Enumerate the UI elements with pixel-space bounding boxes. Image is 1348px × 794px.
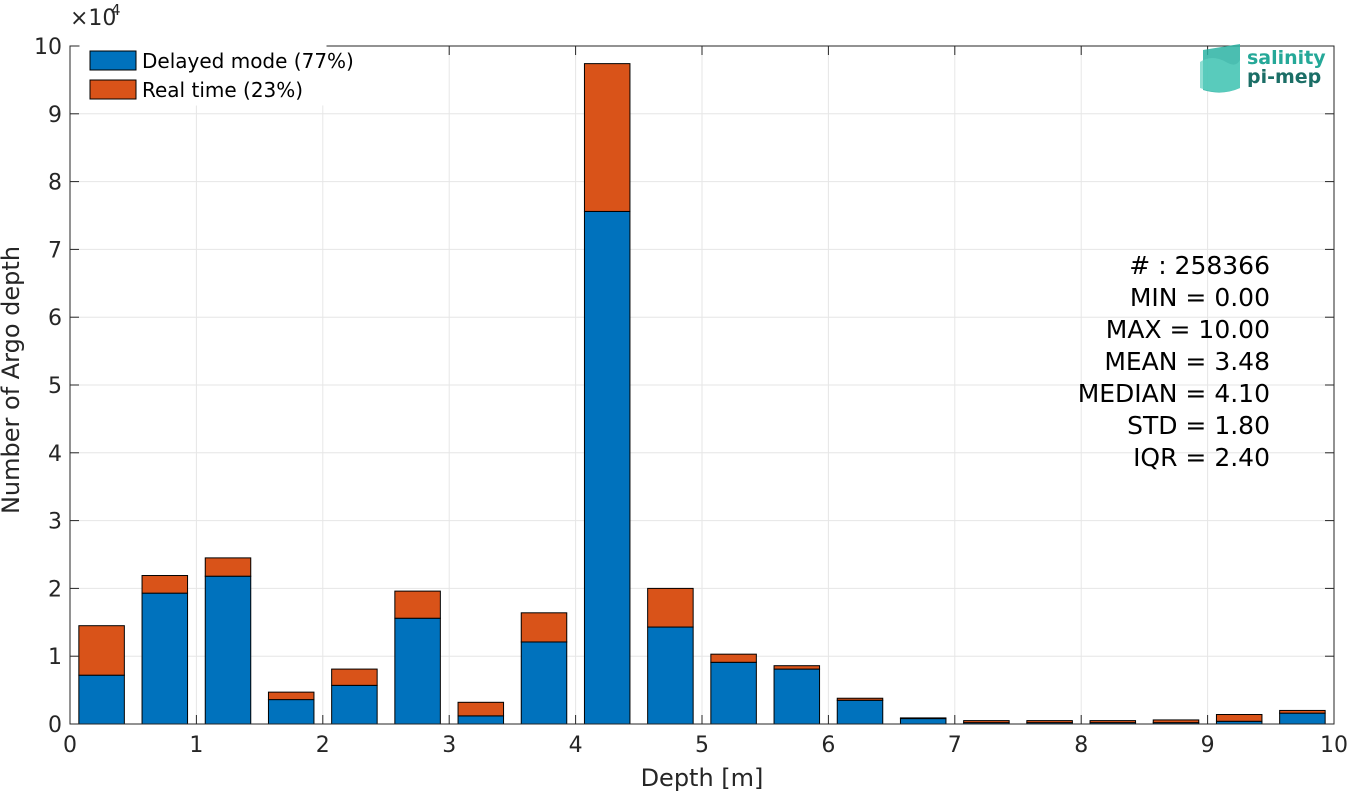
- x-tick-label: 8: [1074, 733, 1088, 758]
- bar-real-time: [1089, 720, 1137, 724]
- bar-delayed-mode: [583, 210, 631, 725]
- bar-real-time: [710, 653, 757, 663]
- x-axis-label: Depth [m]: [641, 764, 764, 792]
- bar-delayed-mode: [78, 674, 125, 725]
- bar-delayed-mode: [394, 617, 441, 725]
- bar-real-time: [773, 665, 821, 670]
- wave-logo-icon-inner: [1200, 58, 1240, 92]
- bar-real-time: [457, 701, 505, 717]
- x-tick-label: 5: [695, 733, 709, 758]
- stat-line: MIN = 0.00: [1130, 283, 1270, 312]
- y-tick-label: 1: [48, 645, 62, 670]
- logo-text-salinity: salinity: [1247, 47, 1326, 69]
- logo-text-pi-mep: pi-mep: [1247, 66, 1321, 88]
- statistics-box: # : 258366 MIN = 0.00 MAX = 10.00 MEAN = 3.…: [1078, 251, 1270, 472]
- bar-delayed-mode: [836, 699, 884, 725]
- bar-real-time: [331, 668, 378, 686]
- bar-real-time: [1026, 720, 1073, 724]
- bar-delayed-mode: [773, 668, 821, 725]
- y-tick-label: 6: [48, 306, 62, 331]
- stat-line: MAX = 10.00: [1106, 315, 1270, 344]
- salinity-pi-mep-logo: salinity pi-mep: [1200, 44, 1326, 93]
- y-exponent-base: ×10: [70, 6, 116, 31]
- bar-real-time: [204, 557, 252, 577]
- bar-real-time: [267, 691, 315, 701]
- legend-swatch-delayed: [89, 50, 137, 71]
- legend-entry-delayed: Delayed mode (77%): [142, 49, 354, 73]
- bar-real-time: [1152, 719, 1200, 724]
- y-tick-label: 3: [48, 510, 62, 535]
- x-tick-label: 3: [442, 733, 456, 758]
- bar-real-time: [78, 625, 125, 676]
- bar-real-time: [899, 717, 947, 720]
- stat-line: MEDIAN = 4.10: [1078, 379, 1270, 408]
- bar-real-time: [836, 697, 884, 701]
- y-tick-label: 2: [48, 577, 62, 602]
- bar-delayed-mode: [141, 592, 189, 725]
- bar-real-time: [1279, 709, 1326, 714]
- y-exponent-power: 4: [111, 1, 121, 19]
- x-tick-label: 2: [316, 733, 330, 758]
- bar-real-time: [647, 587, 694, 628]
- bar-delayed-mode: [204, 575, 252, 725]
- legend-entry-realtime: Real time (23%): [142, 78, 303, 102]
- bar-delayed-mode: [457, 715, 505, 725]
- bar-real-time: [583, 63, 631, 212]
- y-tick-label: 5: [48, 374, 62, 399]
- bar-delayed-mode: [1279, 712, 1326, 725]
- stat-line: IQR = 2.40: [1133, 443, 1270, 472]
- bar-delayed-mode: [899, 718, 947, 725]
- bar-delayed-mode: [647, 626, 694, 725]
- bar-real-time: [1215, 714, 1263, 722]
- stat-line: MEAN = 3.48: [1104, 347, 1270, 376]
- bar-delayed-mode: [710, 661, 757, 725]
- y-axis-label: Number of Argo depth: [0, 246, 25, 514]
- grid-lines: [70, 46, 1334, 724]
- x-tick-label: 6: [821, 733, 835, 758]
- y-tick-label: 10: [34, 35, 62, 60]
- y-tick-label: 9: [48, 103, 62, 128]
- legend-swatch-realtime: [89, 79, 137, 100]
- y-tick-label: 8: [48, 171, 62, 196]
- bars: [78, 63, 1326, 725]
- y-tick-label: 4: [48, 442, 62, 467]
- x-tick-label: 9: [1201, 733, 1215, 758]
- axis-ticks: 0 1 2 3 4 5 6 7 8 9 10 0 1 2 3 4 5 6 7 8 9 10: [34, 35, 1348, 758]
- x-tick-label: 4: [569, 733, 583, 758]
- bar-real-time: [963, 720, 1010, 724]
- x-tick-label: 0: [63, 733, 77, 758]
- bar-delayed-mode: [520, 641, 568, 725]
- bar-real-time: [141, 575, 189, 594]
- legend: Delayed mode (77%) Real time (23%): [79, 40, 354, 106]
- stat-line: STD = 1.80: [1127, 411, 1270, 440]
- bar-real-time: [520, 612, 568, 643]
- bar-real-time: [394, 590, 441, 619]
- x-tick-label: 7: [948, 733, 962, 758]
- x-tick-label: 1: [189, 733, 203, 758]
- x-tick-label: 10: [1320, 733, 1348, 758]
- bar-delayed-mode: [331, 684, 378, 725]
- y-exponent: ×10 4: [70, 1, 121, 31]
- y-tick-label: 7: [48, 238, 62, 263]
- y-tick-label: 0: [48, 713, 62, 738]
- stat-line: # : 258366: [1129, 251, 1270, 280]
- bar-delayed-mode: [267, 699, 315, 725]
